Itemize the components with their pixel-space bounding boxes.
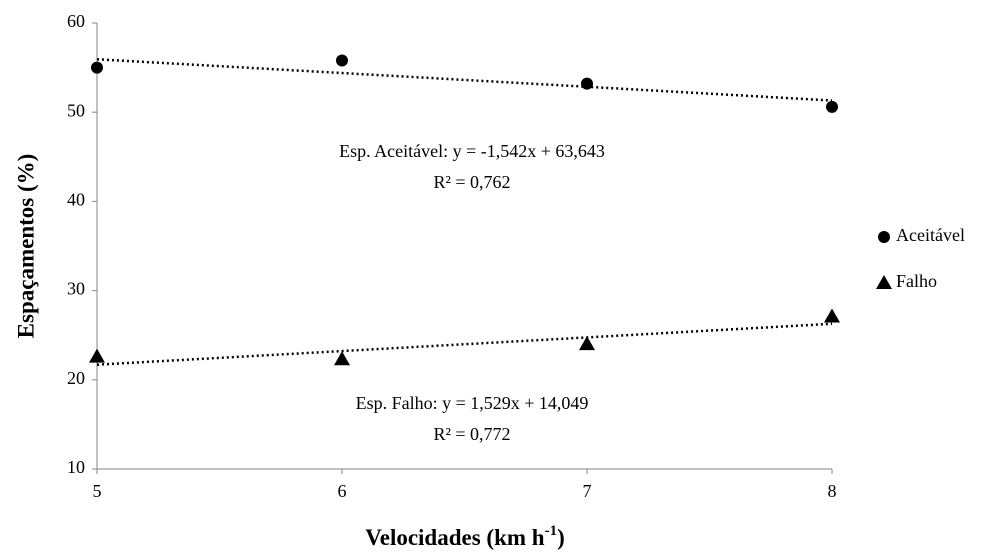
y-tick-label: 30 [67,279,85,299]
trend-equation: R² = 0,762 [433,172,510,192]
x-tick-label: 7 [583,481,592,501]
x-tick-label: 8 [828,481,837,501]
point [89,348,105,363]
point [826,100,838,113]
legend-label: Falho [896,271,937,291]
x-axis-title-suffix: ) [557,525,565,550]
point [581,77,593,90]
x-tick-label: 5 [93,481,102,501]
y-tick-label: 50 [67,100,85,120]
y-tick-label: 20 [67,368,85,388]
trend-equation: Esp. Falho: y = 1,529x + 14,049 [356,393,589,413]
point [824,308,840,323]
x-axis-title-text: Velocidades (km h [365,525,545,550]
y-tick-label: 60 [67,11,85,31]
legend-label: Aceitável [896,225,965,245]
y-tick-label: 40 [67,190,85,210]
point [579,336,595,351]
y-tick-label: 10 [67,457,85,477]
trend-equation: Esp. Aceitável: y = -1,542x + 63,643 [339,141,605,161]
x-axis-title: Velocidades (km h-1) [365,523,565,550]
y-axis-title: Espaçamentos (%) [13,154,38,339]
trendline [96,58,833,102]
point [91,61,103,74]
point [334,351,350,366]
point [336,54,348,67]
trendline [96,322,833,366]
x-tick-label: 6 [338,481,347,501]
legend-marker [876,275,892,289]
legend-marker [878,231,890,243]
x-axis-title-sup: -1 [545,523,558,539]
trend-equation: R² = 0,772 [433,424,510,444]
